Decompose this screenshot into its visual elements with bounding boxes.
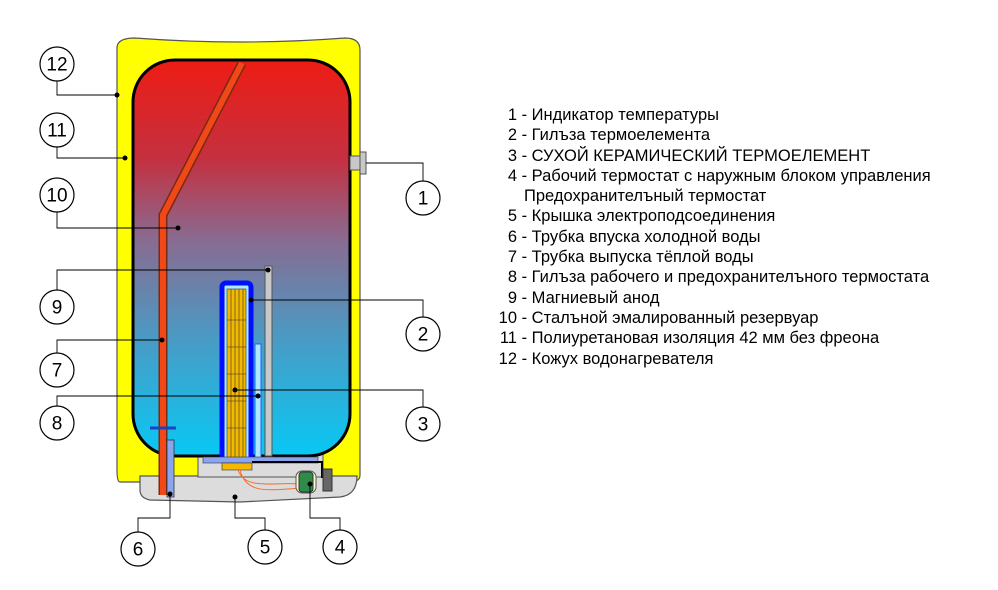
legend-item: 8 - Гилъза рабочего и предохранителъного… bbox=[507, 268, 930, 287]
legend-item: 5 - Крышка электроподсоединения bbox=[507, 207, 776, 226]
callout-6: 6 bbox=[133, 540, 144, 561]
callout-4: 4 bbox=[335, 538, 346, 559]
thermostat bbox=[298, 471, 314, 493]
leader-lines bbox=[56, 81, 424, 532]
legend-item: 9 - Магниевый анод bbox=[507, 288, 660, 307]
legend-item: 2 - Гилъза термоелемента bbox=[507, 126, 711, 145]
callout-7: 7 bbox=[52, 361, 63, 382]
control-knob bbox=[322, 468, 333, 492]
callout-12: 12 bbox=[46, 55, 67, 76]
callout-5: 5 bbox=[260, 538, 271, 559]
callout-9: 9 bbox=[52, 298, 63, 319]
magnesium-anode bbox=[264, 265, 273, 457]
callout-10: 10 bbox=[46, 186, 67, 207]
leader-dots bbox=[114, 92, 313, 500]
legend-item: 11 - Полиуретановая изоляция 42 мм без ф… bbox=[499, 329, 880, 348]
legend-item: 6 - Трубка впуска холодной воды bbox=[507, 227, 761, 246]
callout-3: 3 bbox=[418, 415, 429, 436]
legend-item-continuation: Предохранителъный термостат bbox=[524, 187, 767, 206]
callout-2: 2 bbox=[418, 325, 429, 346]
callout-8: 8 bbox=[52, 414, 63, 435]
legend-item: 12 - Кожух водонагревателя bbox=[498, 349, 714, 368]
legend-item: 7 - Трубка выпуска тёплой воды bbox=[507, 248, 754, 267]
legend-item: 3 - СУХОЙ КЕРАМИЧЕСКИЙ ТЕРМОЕЛЕМЕНТ bbox=[507, 146, 871, 165]
callout-11: 11 bbox=[47, 121, 67, 142]
cold-water-tube bbox=[166, 439, 175, 498]
callout-1: 1 bbox=[418, 189, 429, 210]
legend-item: 1 - Индикатор температуры bbox=[507, 106, 720, 124]
legend: 1 - Индикатор температуры 2 - Гилъза тер… bbox=[484, 105, 931, 369]
legend-item: 4 - Рабочий термостат с наружным блоком … bbox=[507, 166, 931, 185]
thermostat-sleeve bbox=[254, 343, 262, 461]
legend-item: 10 - Сталъной эмалированный резервуар bbox=[498, 308, 819, 327]
